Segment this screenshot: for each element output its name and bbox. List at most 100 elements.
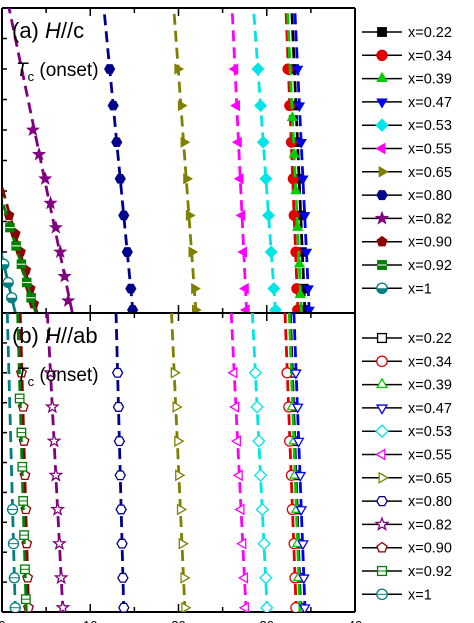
data-point	[248, 366, 262, 380]
data-point	[297, 540, 309, 551]
legend-marker	[374, 210, 390, 225]
data-point	[174, 435, 185, 448]
data-point	[46, 433, 62, 448]
legend-item: x=0.39	[362, 377, 452, 394]
data-point	[114, 173, 126, 184]
series-layer	[2, 8, 315, 313]
data-point	[170, 366, 181, 379]
legend-item: x=0.47	[362, 95, 452, 111]
fit-line-x047	[292, 313, 307, 612]
legend-label: x=0.55	[408, 142, 452, 158]
data-point	[236, 537, 247, 550]
legend-label: x=0.22	[408, 331, 452, 347]
data-point	[180, 571, 191, 584]
panel-title: (b) H//ab	[12, 323, 98, 348]
data-point	[295, 506, 308, 517]
fit-line-x080	[114, 313, 126, 612]
data-point	[121, 247, 133, 257]
legend-item: x=0.82	[362, 516, 452, 533]
legend-label: x=0.65	[408, 165, 452, 181]
fit-line-x080	[102, 8, 135, 313]
legend-item: x=0.53	[362, 118, 452, 134]
x-tick-label: 20	[171, 618, 185, 623]
data-point	[43, 195, 58, 210]
legend-item: x=0.80	[362, 494, 452, 510]
fit-line-x047	[293, 8, 311, 313]
legend-item: x=0.34	[362, 354, 452, 370]
legend-item: x=0.65	[362, 165, 452, 181]
data-point	[297, 574, 310, 585]
fit-line-x034	[283, 313, 298, 612]
data-point	[260, 601, 274, 612]
fit-line-x065	[170, 313, 187, 612]
data-point	[294, 471, 307, 483]
legend-marker	[378, 471, 390, 484]
data-point	[259, 172, 273, 186]
data-point	[188, 246, 199, 258]
data-point	[232, 469, 243, 482]
data-point	[181, 601, 192, 612]
data-point	[180, 136, 191, 148]
legend-marker	[375, 404, 389, 415]
data-point	[178, 537, 189, 550]
legend-marker	[376, 190, 388, 201]
legend-label: x=0.82	[408, 517, 452, 533]
data-point	[118, 210, 130, 221]
data-point	[176, 503, 188, 516]
data-point	[302, 285, 314, 296]
legend-marker	[376, 235, 388, 247]
data-point	[227, 366, 238, 379]
legend-marker	[375, 142, 386, 155]
data-point	[104, 64, 116, 74]
data-point	[238, 601, 249, 612]
fit-line-x082	[45, 313, 65, 612]
data-point	[50, 501, 66, 516]
fit-line-x1	[5, 313, 17, 612]
legend-label: x=0.55	[408, 448, 452, 464]
legend-marker	[376, 541, 388, 553]
data-point	[262, 208, 275, 222]
legend-item: x=0.47	[362, 401, 452, 417]
data-point	[230, 99, 240, 112]
legend-item: x=0.22	[362, 331, 452, 347]
data-point	[25, 122, 40, 137]
data-point	[292, 65, 304, 76]
data-point	[57, 268, 72, 283]
fit-line-x053	[250, 313, 269, 612]
legend-marker	[377, 27, 387, 37]
data-point	[298, 604, 311, 612]
x-tick-label: 40	[348, 618, 362, 623]
legend-marker	[374, 448, 386, 461]
legend-label: x=0.92	[408, 258, 452, 274]
data-point	[235, 209, 246, 222]
legend-marker	[375, 424, 389, 439]
fit-line-x053	[252, 8, 278, 313]
data-point	[234, 503, 245, 516]
legend-item: x=0.92	[362, 258, 452, 274]
fit-line-x065	[172, 8, 198, 313]
legend-item: x=0.22	[362, 25, 452, 41]
data-point	[291, 403, 304, 414]
legend-label: x=0.34	[408, 354, 452, 370]
data-point	[252, 434, 266, 448]
legend-label: x=0.47	[408, 401, 452, 417]
data-point	[31, 146, 47, 161]
legend-label: x=0.34	[408, 48, 452, 64]
data-point	[191, 282, 201, 295]
legend-marker	[376, 98, 388, 109]
legend-marker	[376, 71, 388, 82]
legend-item: x=0.39	[362, 72, 452, 88]
data-point	[115, 504, 127, 515]
data-point	[253, 468, 268, 482]
legend-label: x=0.53	[408, 118, 452, 134]
data-point	[287, 173, 299, 185]
data-point	[293, 257, 306, 268]
legend-marker	[375, 118, 389, 132]
data-point	[288, 147, 300, 158]
data-point	[127, 305, 139, 313]
fit-line-x092	[16, 313, 28, 612]
data-point	[44, 399, 60, 414]
data-point	[113, 436, 126, 447]
legend-marker	[378, 165, 389, 178]
data-point	[228, 63, 239, 75]
